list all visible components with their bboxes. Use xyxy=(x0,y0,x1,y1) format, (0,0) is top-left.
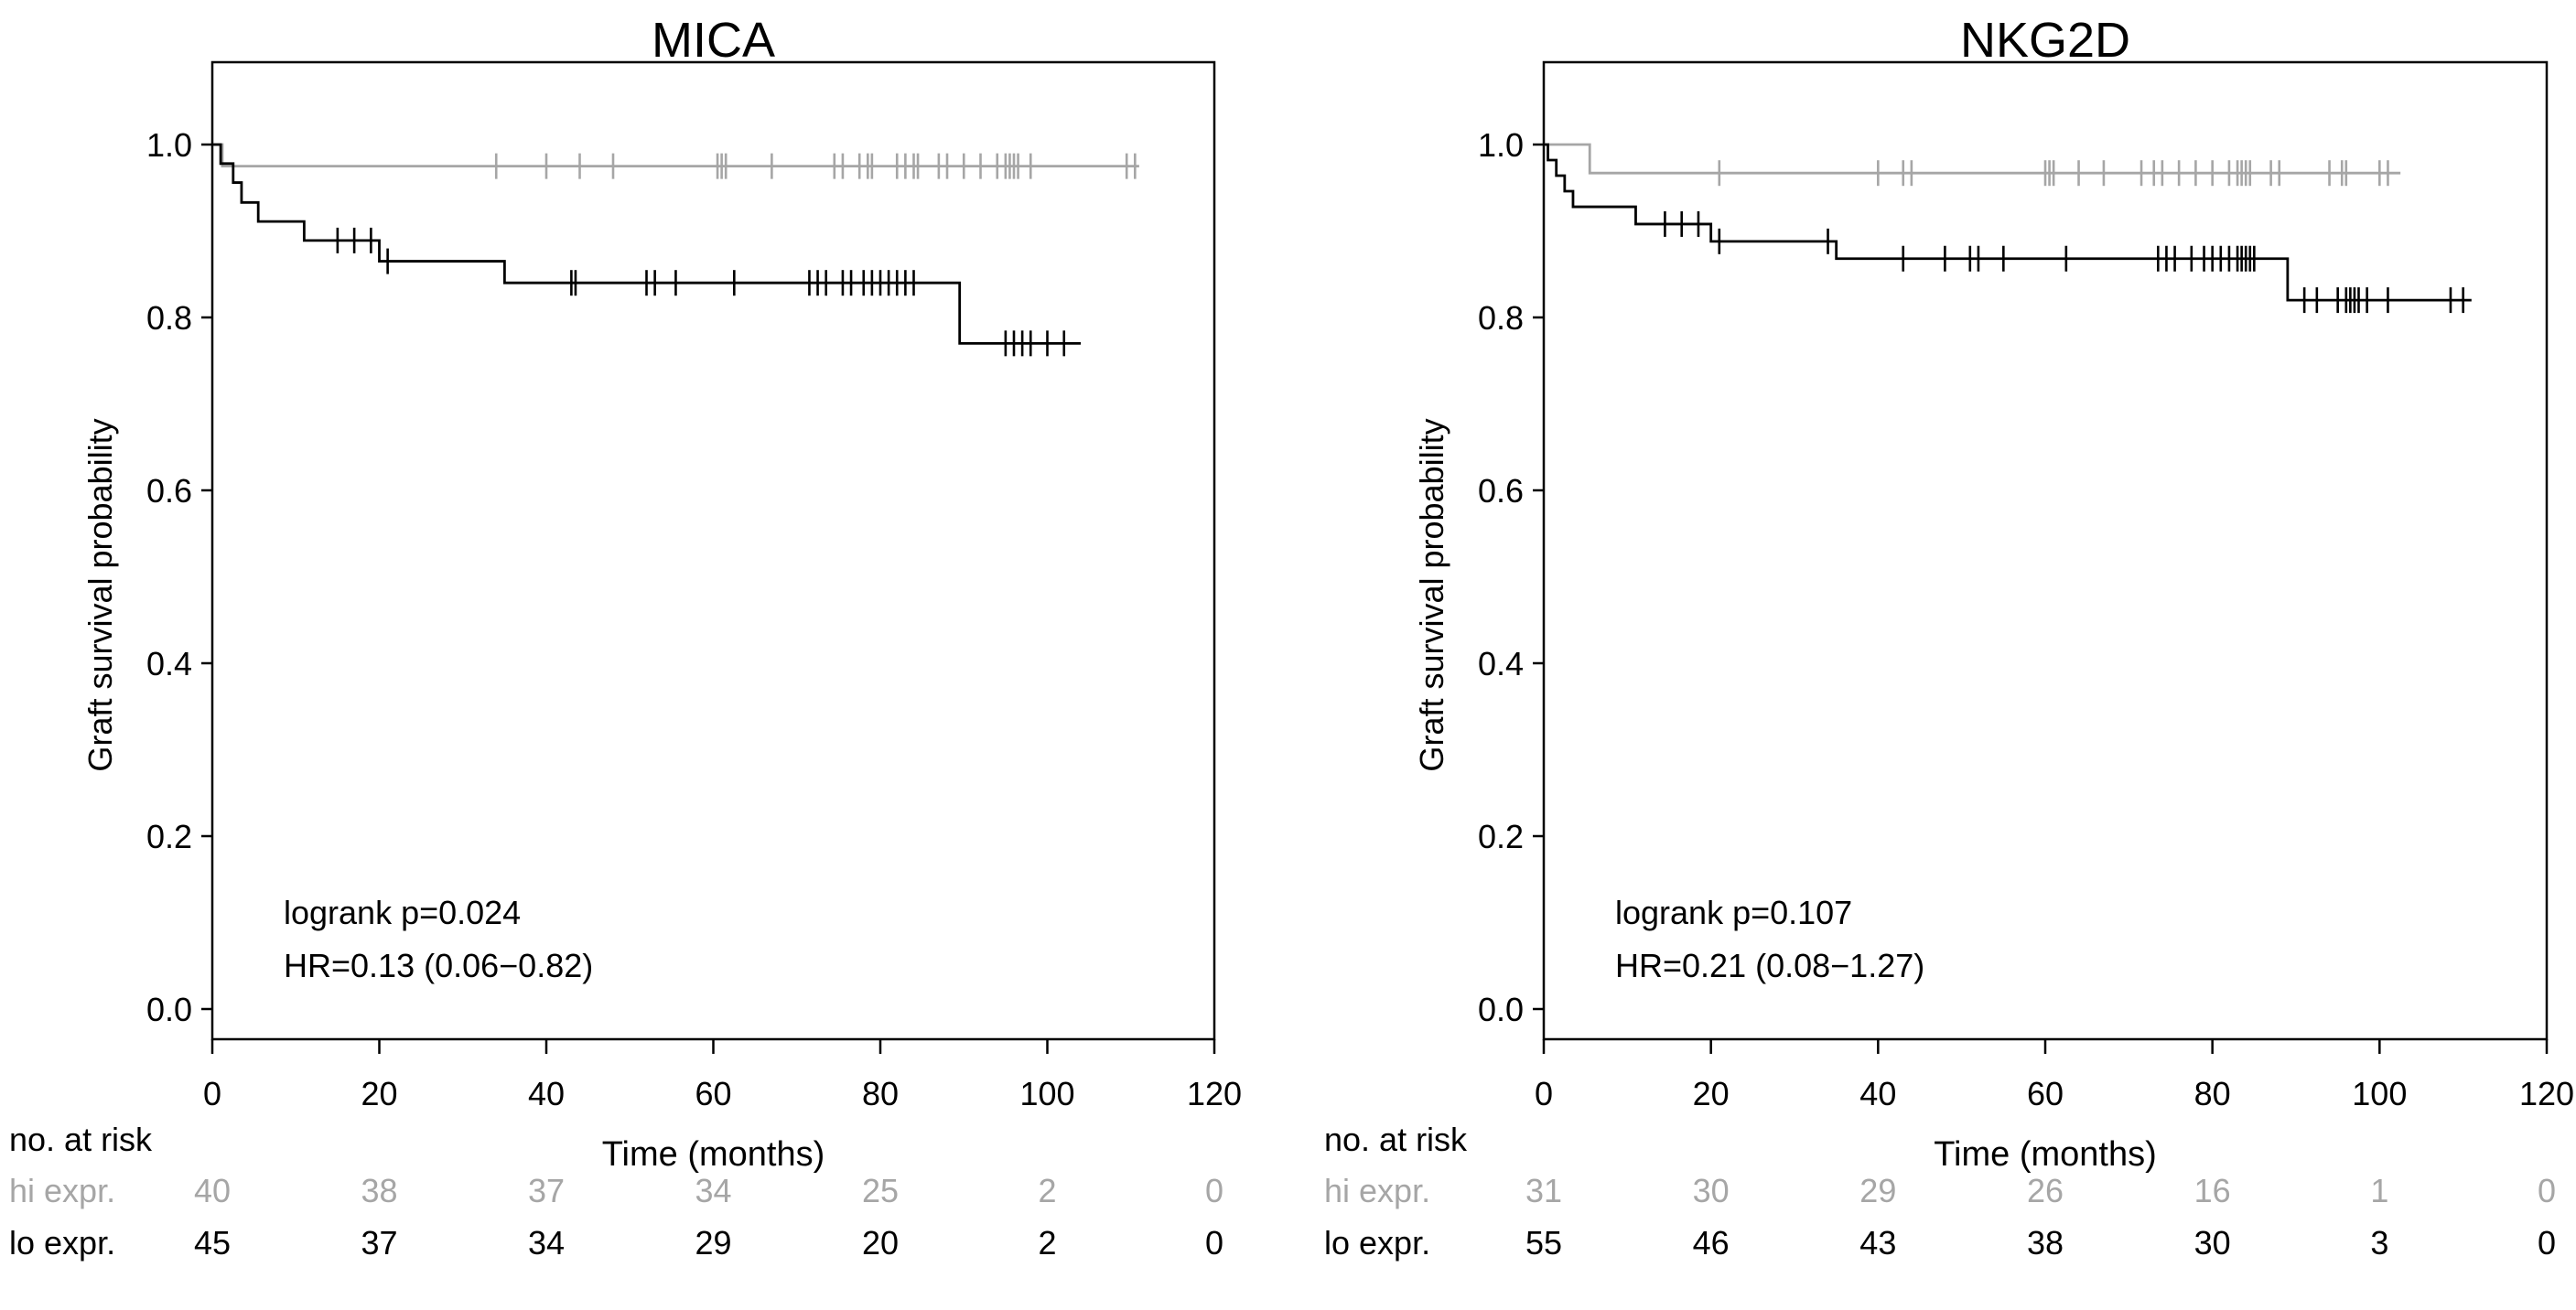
risk-value: 20 xyxy=(862,1224,899,1262)
risk-value: 3 xyxy=(2370,1224,2388,1262)
risk-row-label: lo expr. xyxy=(9,1224,115,1262)
risk-value: 0 xyxy=(1205,1172,1223,1209)
risk-value: 37 xyxy=(361,1224,397,1262)
survival-curve xyxy=(212,143,1081,345)
x-tick-label: 0 xyxy=(203,1075,221,1112)
x-tick-label: 80 xyxy=(2194,1075,2231,1112)
y-axis-label: Graft survival probability xyxy=(1413,418,1450,771)
risk-value: 25 xyxy=(862,1172,899,1209)
x-tick-label: 20 xyxy=(361,1075,397,1112)
risk-value: 34 xyxy=(695,1172,731,1209)
y-tick-label: 0.2 xyxy=(1478,818,1524,855)
risk-value: 0 xyxy=(1205,1224,1223,1262)
x-tick-label: 60 xyxy=(695,1075,731,1112)
x-tick-label: 120 xyxy=(2519,1075,2574,1112)
risk-row-label: hi expr. xyxy=(9,1172,115,1209)
series-lo-expr xyxy=(212,143,1081,357)
risk-row-label: lo expr. xyxy=(1324,1224,1430,1262)
x-tick-label: 0 xyxy=(1535,1075,1553,1112)
y-tick-label: 1.0 xyxy=(1478,126,1524,164)
plot-frame xyxy=(210,60,1216,1041)
y-axis-label: Graft survival probability xyxy=(81,418,119,771)
chart-panel-1: MICA 0.0 0.2 0.4 0.6 0.8 1.0 Graft survival pro… xyxy=(9,13,1242,1262)
chart-title: MICA xyxy=(652,13,775,68)
risk-value: 34 xyxy=(528,1224,565,1262)
risk-value: 0 xyxy=(2538,1172,2556,1209)
y-tick-label: 0.0 xyxy=(146,991,192,1028)
x-tick-label: 20 xyxy=(1693,1075,1730,1112)
risk-value: 37 xyxy=(528,1172,565,1209)
risk-value: 2 xyxy=(1038,1172,1056,1209)
risk-table-title: no. at risk xyxy=(9,1121,153,1158)
y-tick-label: 0.4 xyxy=(146,645,192,682)
x-tick-label: 40 xyxy=(1859,1075,1896,1112)
risk-value: 26 xyxy=(2027,1172,2064,1209)
x-axis-label: Time (months) xyxy=(602,1135,825,1174)
series-hi-expr xyxy=(1544,143,2401,187)
x-tick-label: 100 xyxy=(1019,1075,1074,1112)
y-tick-label: 0.8 xyxy=(146,299,192,337)
annotation-hazard-ratio: HR=0.13 (0.06−0.82) xyxy=(284,947,593,984)
chart-panel-2: NKG2D 0.0 0.2 0.4 0.6 0.8 1.0 Graft survival pr… xyxy=(1324,13,2574,1262)
y-tick-label: 0.0 xyxy=(1478,991,1524,1028)
series-lo-expr xyxy=(1544,143,2472,314)
risk-value: 16 xyxy=(2194,1172,2231,1209)
risk-value: 43 xyxy=(1859,1224,1896,1262)
x-tick-label: 120 xyxy=(1187,1075,1242,1112)
y-tick-label: 0.6 xyxy=(146,472,192,510)
x-tick-label: 100 xyxy=(2352,1075,2407,1112)
risk-value: 46 xyxy=(1693,1224,1730,1262)
x-tick-label: 80 xyxy=(862,1075,899,1112)
risk-value: 1 xyxy=(2370,1172,2388,1209)
y-tick-label: 1.0 xyxy=(146,126,192,164)
risk-value: 45 xyxy=(194,1224,231,1262)
risk-value: 0 xyxy=(2538,1224,2556,1262)
survival-curve xyxy=(1544,143,2401,175)
risk-value: 29 xyxy=(1859,1172,1896,1209)
risk-value: 38 xyxy=(361,1172,397,1209)
risk-value: 2 xyxy=(1038,1224,1056,1262)
annotation-logrank: logrank p=0.107 xyxy=(1615,894,1852,931)
x-tick-label: 40 xyxy=(528,1075,565,1112)
risk-value: 30 xyxy=(2194,1224,2231,1262)
risk-value: 31 xyxy=(1525,1172,1562,1209)
risk-value: 30 xyxy=(1693,1172,1730,1209)
risk-row-label: hi expr. xyxy=(1324,1172,1430,1209)
x-tick-label: 60 xyxy=(2027,1075,2064,1112)
risk-value: 40 xyxy=(194,1172,231,1209)
series-hi-expr xyxy=(212,143,1139,179)
risk-value: 55 xyxy=(1525,1224,1562,1262)
survival-curve xyxy=(1544,143,2472,302)
risk-value: 38 xyxy=(2027,1224,2064,1262)
chart-title: NKG2D xyxy=(1960,13,2130,68)
annotation-logrank: logrank p=0.024 xyxy=(284,894,521,931)
plot-frame xyxy=(1542,60,2549,1041)
y-tick-label: 0.6 xyxy=(1478,472,1524,510)
annotation-hazard-ratio: HR=0.21 (0.08−1.27) xyxy=(1615,947,1924,984)
x-axis-label: Time (months) xyxy=(1934,1135,2157,1174)
y-tick-label: 0.2 xyxy=(146,818,192,855)
risk-value: 29 xyxy=(695,1224,731,1262)
y-tick-label: 0.4 xyxy=(1478,645,1524,682)
risk-table-title: no. at risk xyxy=(1324,1121,1468,1158)
survival-curve xyxy=(212,143,1139,168)
y-tick-label: 0.8 xyxy=(1478,299,1524,337)
